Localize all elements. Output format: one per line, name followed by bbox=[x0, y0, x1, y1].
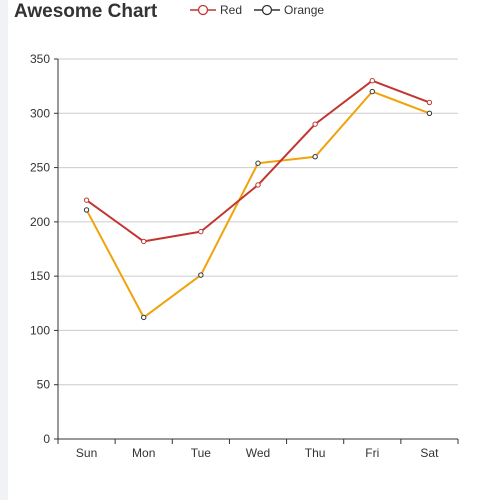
y-tick-label-300: 300 bbox=[30, 106, 50, 120]
chart-title: Awesome Chart bbox=[14, 1, 158, 22]
legend-swatch-orange bbox=[254, 4, 281, 16]
chart-legend: Red Orange bbox=[190, 3, 324, 17]
y-tick-label-200: 200 bbox=[30, 215, 50, 229]
legend-swatch-red bbox=[190, 4, 216, 16]
data-point-red-sat bbox=[426, 99, 433, 106]
data-point-red-sun bbox=[83, 197, 90, 203]
x-tick-label-sun: Sun bbox=[76, 446, 97, 460]
x-tick-label-wed: Wed bbox=[246, 446, 270, 460]
y-tick-label-350: 350 bbox=[30, 52, 50, 66]
data-point-orange-wed bbox=[255, 160, 261, 166]
data-point-red-mon bbox=[141, 238, 147, 245]
y-tick-label-150: 150 bbox=[30, 269, 50, 283]
data-point-orange-sat bbox=[426, 110, 433, 116]
x-tick-label-thu: Thu bbox=[305, 446, 326, 460]
data-point-orange-mon bbox=[141, 314, 147, 321]
legend-label-red: Red bbox=[220, 3, 243, 17]
legend-label-orange: Orange bbox=[284, 3, 325, 17]
left-edge-strip bbox=[0, 0, 8, 500]
x-tick-label-tue: Tue bbox=[191, 446, 212, 460]
x-tick-label-fri: Fri bbox=[365, 446, 379, 460]
data-point-red-wed bbox=[255, 182, 261, 188]
data-point-red-thu bbox=[312, 121, 318, 127]
data-point-red-tue bbox=[198, 228, 204, 235]
data-point-red-fri bbox=[369, 78, 375, 84]
x-tick-label-mon: Mon bbox=[132, 446, 155, 460]
data-point-orange-thu bbox=[312, 154, 318, 160]
data-point-orange-fri bbox=[369, 88, 375, 95]
y-tick-label-50: 50 bbox=[37, 378, 51, 392]
legend-item-orange[interactable]: Orange bbox=[254, 3, 324, 17]
x-tick-label-sat: Sat bbox=[420, 446, 439, 460]
legend-item-red[interactable]: Red bbox=[190, 3, 242, 17]
y-tick-label-100: 100 bbox=[30, 323, 50, 337]
y-tick-label-0: 0 bbox=[43, 432, 50, 446]
series-line-orange bbox=[85, 90, 430, 319]
data-point-orange-sun bbox=[83, 207, 90, 213]
data-point-orange-tue bbox=[198, 272, 204, 278]
y-tick-label-250: 250 bbox=[30, 161, 50, 175]
